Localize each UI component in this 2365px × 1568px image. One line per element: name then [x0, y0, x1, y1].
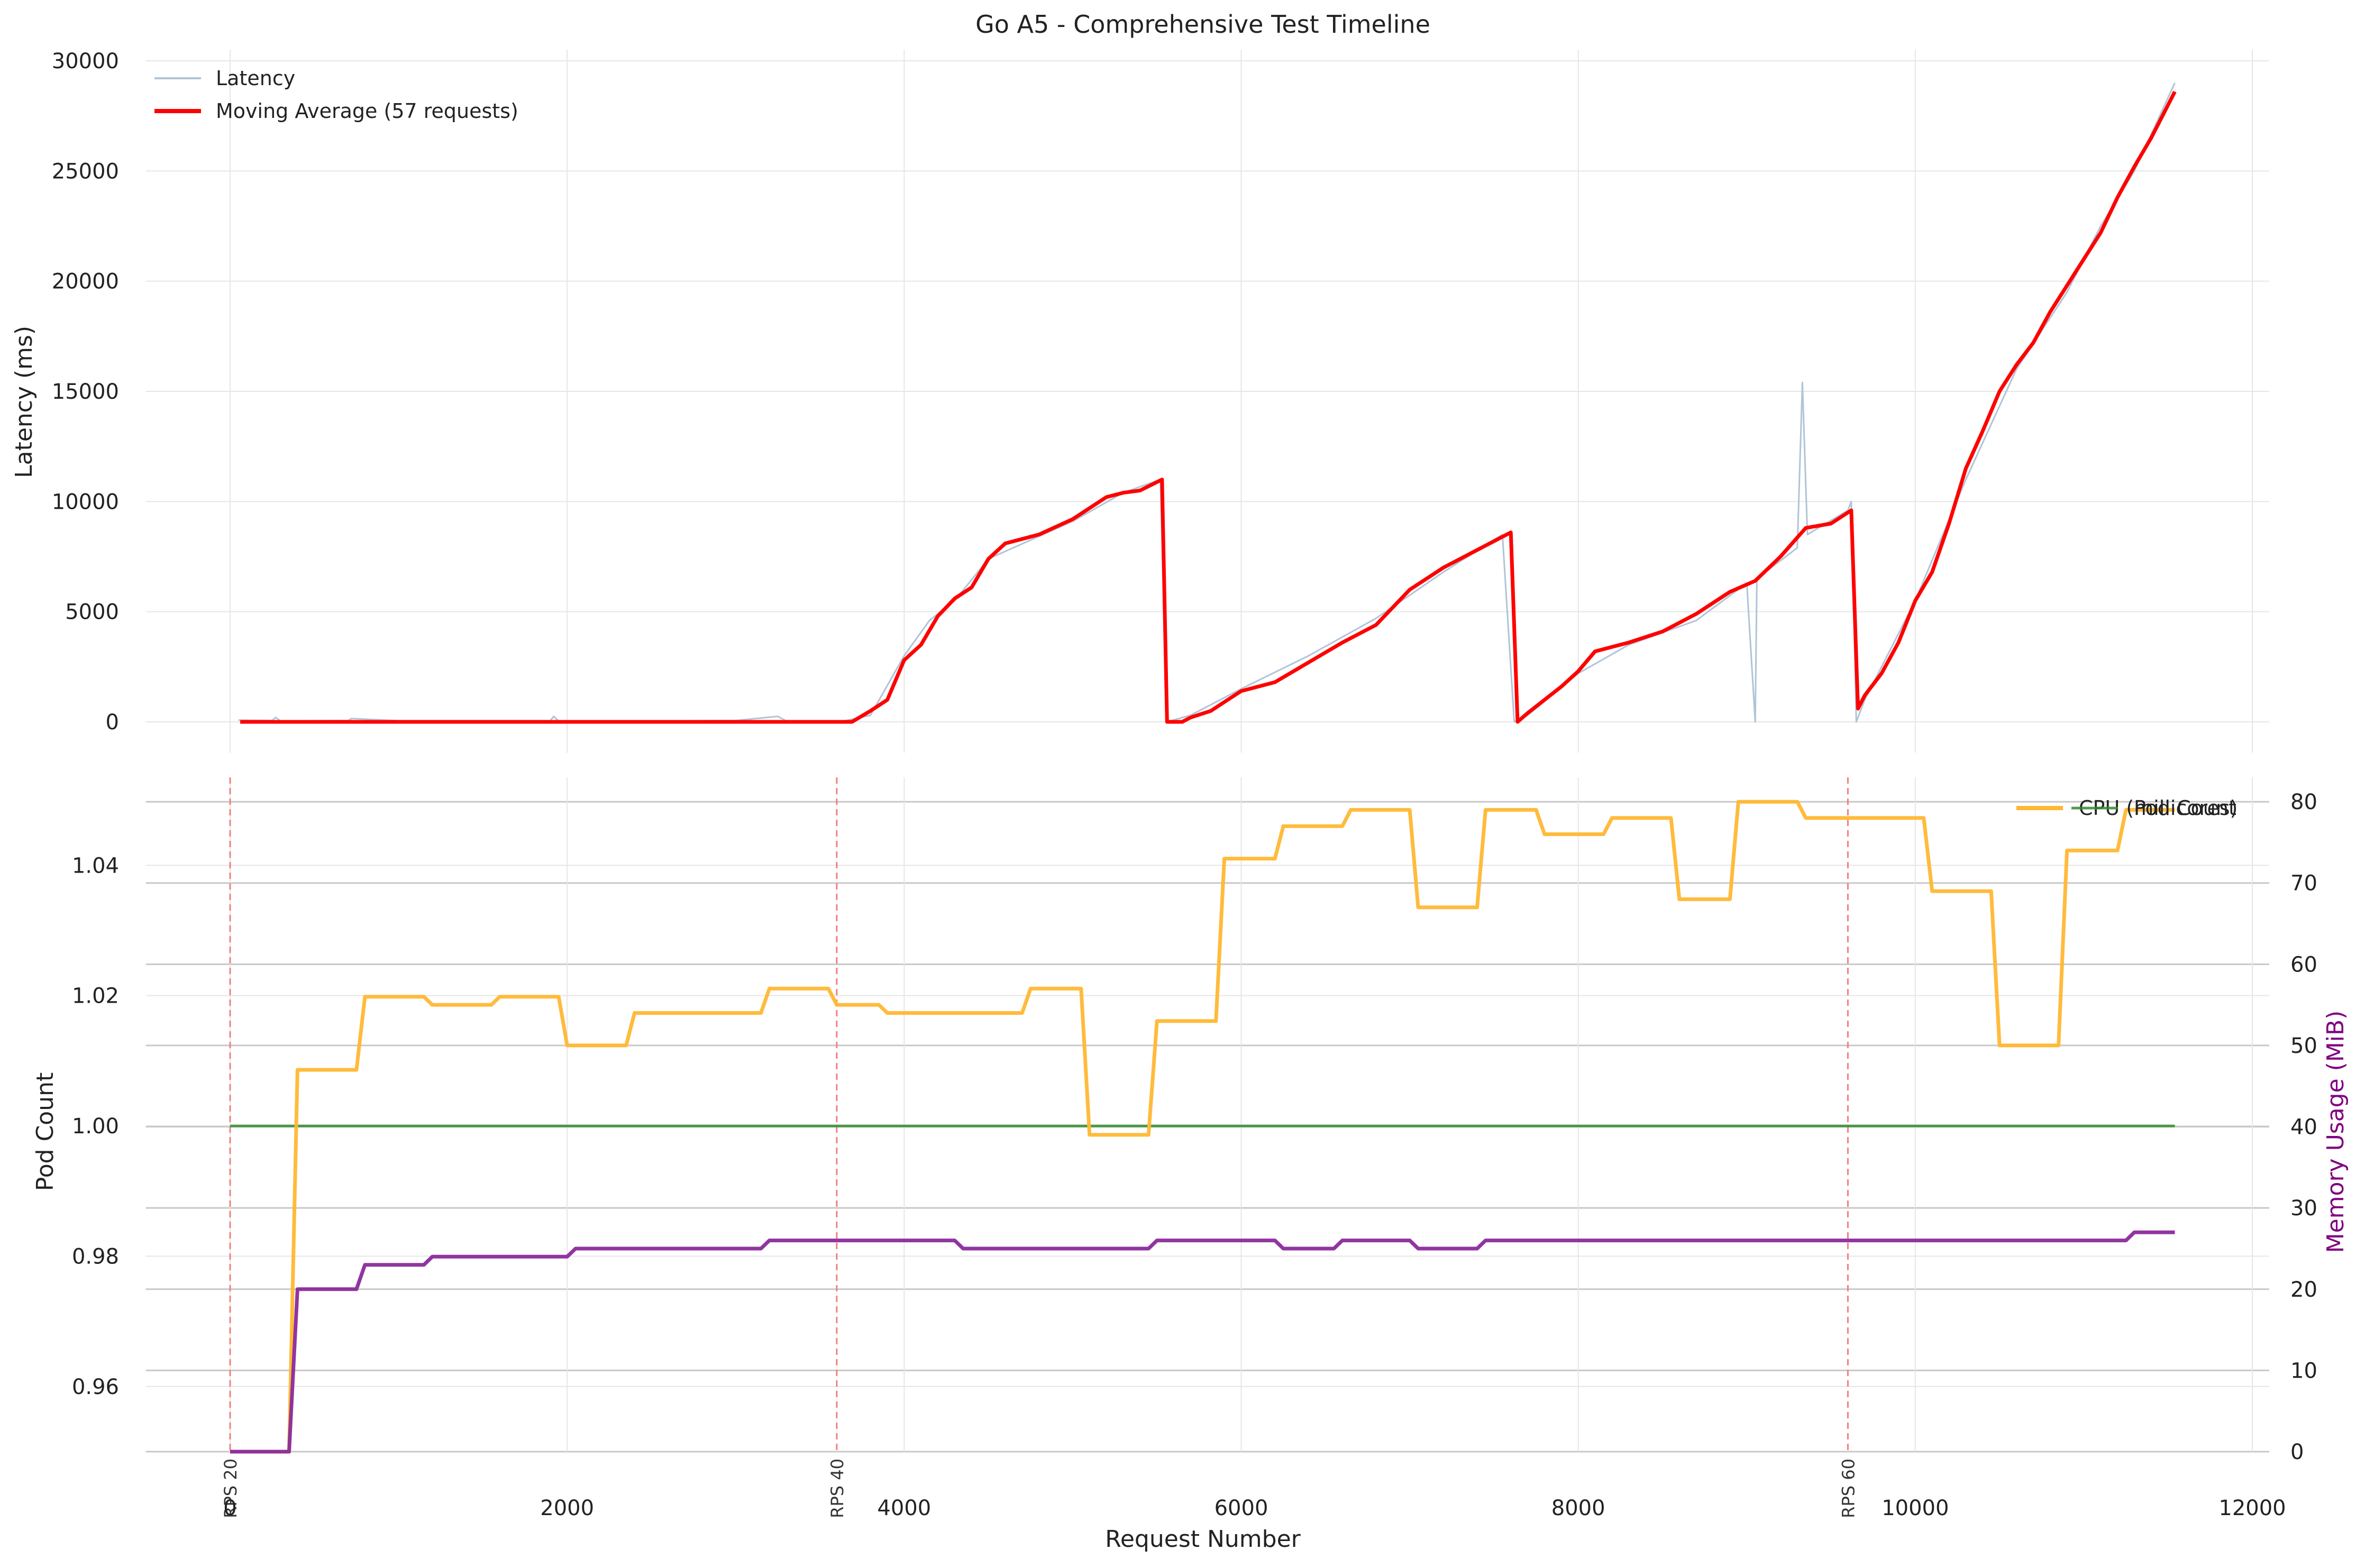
- latency-y-tick-label: 25000: [52, 159, 119, 184]
- latency-y-tick-label: 10000: [52, 490, 119, 514]
- pod-y-tick-label: 0.96: [72, 1375, 119, 1399]
- rps-marker-label: RPS 60: [1838, 1459, 1858, 1518]
- memory-y-tick-label: 0: [2290, 1440, 2304, 1464]
- x-tick-label: 10000: [1882, 1496, 1949, 1520]
- pod-count-y-ticks: 0.96 0.98 1.00 1.02 1.04: [72, 854, 119, 1399]
- moving-average-line: [240, 90, 2177, 724]
- memory-y-tick-label: 30: [2290, 1196, 2317, 1221]
- memory-y-tick-label: 60: [2290, 952, 2317, 977]
- memory-axis-label: Memory Usage (MiB): [2322, 1011, 2349, 1253]
- legend-label-moving-average: Moving Average (57 requests): [216, 99, 518, 123]
- latency-legend: Latency Moving Average (57 requests): [154, 67, 518, 123]
- resource-grid: [145, 777, 2269, 1453]
- memory-y-tick-label: 50: [2290, 1034, 2317, 1058]
- chart-title: Go A5 - Comprehensive Test Timeline: [975, 10, 1430, 39]
- latency-series: [238, 82, 2177, 724]
- latency-axis-label: Latency (ms): [11, 326, 38, 478]
- latency-grid: [145, 50, 2269, 753]
- memory-y-tick-label: 80: [2290, 790, 2317, 814]
- resource-legend: CPU (millicores) Pod Count: [2016, 796, 2238, 820]
- resource-panel: RPS 20 RPS 40 RPS 60 0.960.981.001.021.04 …: [32, 777, 2349, 1553]
- x-tick-label: 2000: [540, 1496, 594, 1520]
- cpu-line: [230, 800, 2175, 1454]
- pod-y-tick-label: 1.00: [72, 1114, 119, 1139]
- request-axis-label: Request Number: [1105, 1526, 1301, 1553]
- rps-markers: RPS 20 RPS 40 RPS 60: [221, 777, 1858, 1518]
- latency-y-tick-label: 30000: [52, 49, 119, 74]
- memory-line: [230, 1230, 2175, 1454]
- request-x-ticks: 0 2000 4000 6000 8000 10000 12000: [223, 1496, 2286, 1520]
- memory-y-ticks: 0 10 20 30 40 50 60 70 80: [2290, 790, 2317, 1464]
- x-tick-label: 8000: [1551, 1496, 1605, 1520]
- legend-label-pod-count: Pod Count: [2134, 796, 2236, 820]
- pod-y-tick-label: 1.04: [72, 854, 119, 878]
- x-tick-label: 4000: [877, 1496, 931, 1520]
- memory-y-tick-label: 40: [2290, 1115, 2317, 1140]
- latency-panel: Go A5 - Comprehensive Test Timeline 0 500…: [11, 10, 2269, 753]
- x-tick-label: 12000: [2218, 1496, 2286, 1520]
- latency-y-tick-label: 5000: [65, 600, 119, 625]
- legend-label-latency: Latency: [216, 67, 295, 90]
- memory-y-tick-label: 20: [2290, 1278, 2317, 1302]
- latency-y-tick-label: 20000: [52, 270, 119, 294]
- x-tick-label: 0: [223, 1496, 236, 1520]
- memory-y-tick-label: 10: [2290, 1359, 2317, 1383]
- resource-series: [230, 800, 2175, 1454]
- memory-y-tick-label: 70: [2290, 872, 2317, 896]
- pod-count-axis-label: Pod Count: [32, 1072, 59, 1191]
- rps-marker-label: RPS 20: [221, 1459, 241, 1518]
- x-tick-label: 6000: [1215, 1496, 1268, 1520]
- latency-y-ticks: 0 5000 10000 15000 20000 25000 30000: [52, 49, 119, 735]
- latency-y-tick-label: 15000: [52, 380, 119, 404]
- latency-y-tick-label: 0: [106, 710, 119, 735]
- pod-y-tick-label: 0.98: [72, 1244, 119, 1269]
- latency-line: [238, 82, 2176, 723]
- pod-y-tick-label: 1.02: [72, 984, 119, 1008]
- rps-marker-label: RPS 40: [827, 1459, 847, 1518]
